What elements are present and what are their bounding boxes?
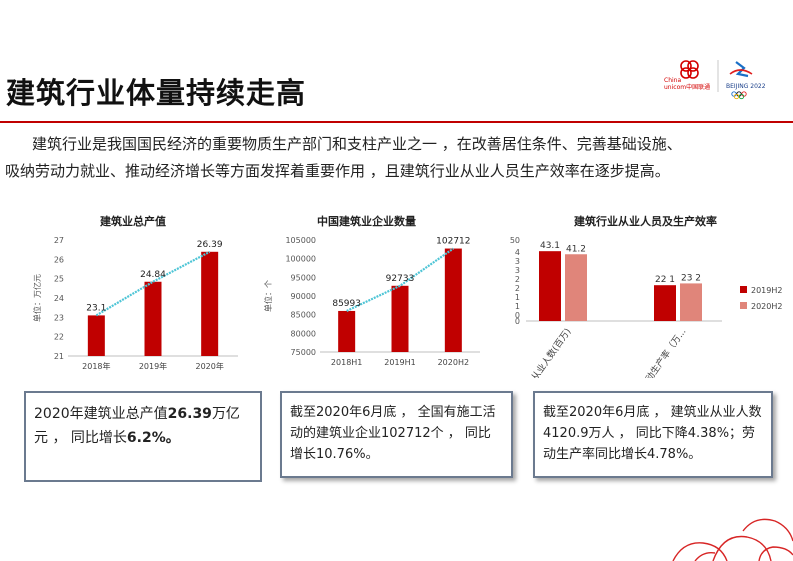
- chart1-ylabel: 单位：万亿元: [32, 274, 42, 322]
- summary-box-output: 2020年建筑业总产值26.39万亿 元 ， 同比增长6.2%。: [24, 391, 262, 482]
- chart3-bar: [539, 251, 561, 321]
- chart1-title: 建筑业总产值: [100, 215, 166, 228]
- title-divider: [0, 121, 793, 123]
- chart3-legend-swatch: [740, 286, 747, 293]
- chart1-ytick: 22: [54, 333, 64, 342]
- chart3-xtick: 劳动生产率（万...: [638, 326, 689, 378]
- chart-enterprise-count: 75000 80000 85000 90000 95000 100000 105000 单位：…: [263, 236, 480, 367]
- chart1-xtick: 2020年: [195, 361, 223, 371]
- svg-text:BEIJING 2022: BEIJING 2022: [726, 83, 766, 90]
- chart3-title: 建筑行业从业人员及生产效率: [574, 215, 717, 228]
- chart1-data-label: 26.39: [197, 240, 223, 250]
- chart2-data-label: 102712: [436, 237, 470, 247]
- chart1-ytick: 25: [54, 275, 64, 284]
- chart2-ylabel: 单位：个: [263, 280, 273, 312]
- chart3-ytick: 0: [515, 317, 520, 326]
- chart3-bar: [680, 283, 702, 321]
- chart2-ytick: 75000: [291, 348, 316, 357]
- box1-value: 26.39: [167, 406, 212, 422]
- chart2-ytick: 90000: [291, 292, 316, 301]
- chart2-ytick: 80000: [291, 329, 316, 338]
- chart1-bar: [144, 281, 162, 356]
- box1-text-d: 元 ， 同比增长: [34, 430, 127, 446]
- chart1-xtick: 2018年: [82, 361, 110, 371]
- chart1-data-label: 24.84: [140, 270, 166, 280]
- intro-paragraph: 建筑行业是我国国民经济的重要物质生产部门和支柱产业之一 ，在改善居住条件、完善基…: [5, 131, 777, 185]
- chart2-ytick: 100000: [285, 255, 316, 264]
- chart2-xtick: 2019H1: [384, 358, 415, 367]
- chart1-trendline: [95, 250, 211, 317]
- chart3-ytick: 4: [515, 248, 520, 257]
- intro-line-2: 吸纳劳动力就业、推动经济增长等方面发挥着重要作用 ，且建筑行业从业人员生产效率在…: [5, 162, 670, 180]
- box2-text: 截至2020年6月底 ， 全国有施工活动的建筑业企业102712个 ， 同比增长…: [290, 405, 496, 462]
- chart3-legend-label: 2020H2: [751, 302, 782, 311]
- chart2-ytick: 105000: [285, 236, 316, 245]
- chart3-ytick: 2: [515, 284, 520, 293]
- chart1-ytick: 21: [54, 352, 64, 361]
- chart3-ytick: 0: [515, 311, 520, 320]
- intro-line-1: 建筑行业是我国国民经济的重要物质生产部门和支柱产业之一 ，在改善居住条件、完善基…: [32, 135, 682, 153]
- chart3-ytick: 2: [515, 275, 520, 284]
- chart2-bar: [391, 285, 409, 352]
- page-title: 建筑行业体量持续走高: [6, 76, 307, 110]
- chart1-ytick: 26: [54, 255, 64, 264]
- chart3-xtick: 从业人数(百万): [529, 326, 574, 378]
- chart1-bar: [87, 315, 105, 356]
- box1-text-c: 万亿: [211, 406, 240, 422]
- chart2-ytick: 95000: [291, 273, 316, 282]
- chart1-ytick: 23: [54, 313, 64, 322]
- summary-box-enterprises: 截至2020年6月底 ， 全国有施工活动的建筑业企业102712个 ， 同比增长…: [280, 391, 513, 478]
- svg-text:China: China: [664, 77, 681, 84]
- summary-box-workforce: 截至2020年6月底 ， 建筑业从业人数4120.9万人 ， 同比下降4.38%…: [533, 391, 773, 478]
- chart2-ytick: 85000: [291, 311, 316, 320]
- svg-text:unicom中国联通: unicom中国联通: [664, 83, 710, 91]
- chart2-xtick: 2020H2: [438, 358, 469, 367]
- chart3-data-label: 41.2: [566, 244, 586, 254]
- chart2-bar: [444, 248, 462, 352]
- unicom-logo: China unicom中国联通 BEIJING 2022: [664, 60, 766, 100]
- chart-output-value: 21 22 23 24 25 26 27 单位：万亿元 2018年 2019年 2020年 23.1 2…: [32, 236, 238, 371]
- chart3-data-label: 22 1: [655, 275, 675, 285]
- box3-text: 截至2020年6月底 ， 建筑业从业人数4120.9万人 ， 同比下降4.38%…: [543, 405, 762, 462]
- chart3-data-label: 23 2: [681, 273, 701, 283]
- box1-text-a: 2020年建筑业总产值: [34, 406, 168, 422]
- chart2-data-label: 85993: [332, 299, 361, 309]
- chart1-ytick: 24: [54, 294, 64, 303]
- chart3-data-label: 43.1: [540, 241, 560, 251]
- chart2-bar: [338, 310, 356, 352]
- chart3-legend-swatch: [740, 302, 747, 309]
- logo-area: China unicom中国联通 BEIJING 2022: [660, 52, 780, 100]
- chart3-ytick: 3: [515, 266, 520, 275]
- chart3-bar: [565, 254, 587, 321]
- chart3-legend-label: 2019H2: [751, 286, 782, 295]
- olympic-emblem: BEIJING 2022: [726, 61, 766, 100]
- chart3-ytick: 1: [515, 293, 520, 302]
- chart1-ytick: 27: [54, 236, 64, 245]
- chart2-title: 中国建筑业企业数量: [317, 215, 416, 228]
- chart3-ytick: 50: [510, 236, 520, 245]
- chart2-data-label: 92733: [386, 274, 415, 284]
- decorative-pattern: [672, 518, 793, 561]
- chart1-bar: [201, 251, 219, 356]
- chart2-xtick: 2018H1: [331, 358, 362, 367]
- chart1-xtick: 2019年: [139, 361, 167, 371]
- chart3-ytick: 3: [515, 257, 520, 266]
- chart3-bar: [654, 285, 676, 321]
- box1-growth: 6.2%。: [126, 430, 180, 446]
- chart1-data-label: 23.1: [86, 303, 106, 313]
- chart2-trendline: [346, 247, 454, 312]
- chart3-ytick: 1: [515, 302, 520, 311]
